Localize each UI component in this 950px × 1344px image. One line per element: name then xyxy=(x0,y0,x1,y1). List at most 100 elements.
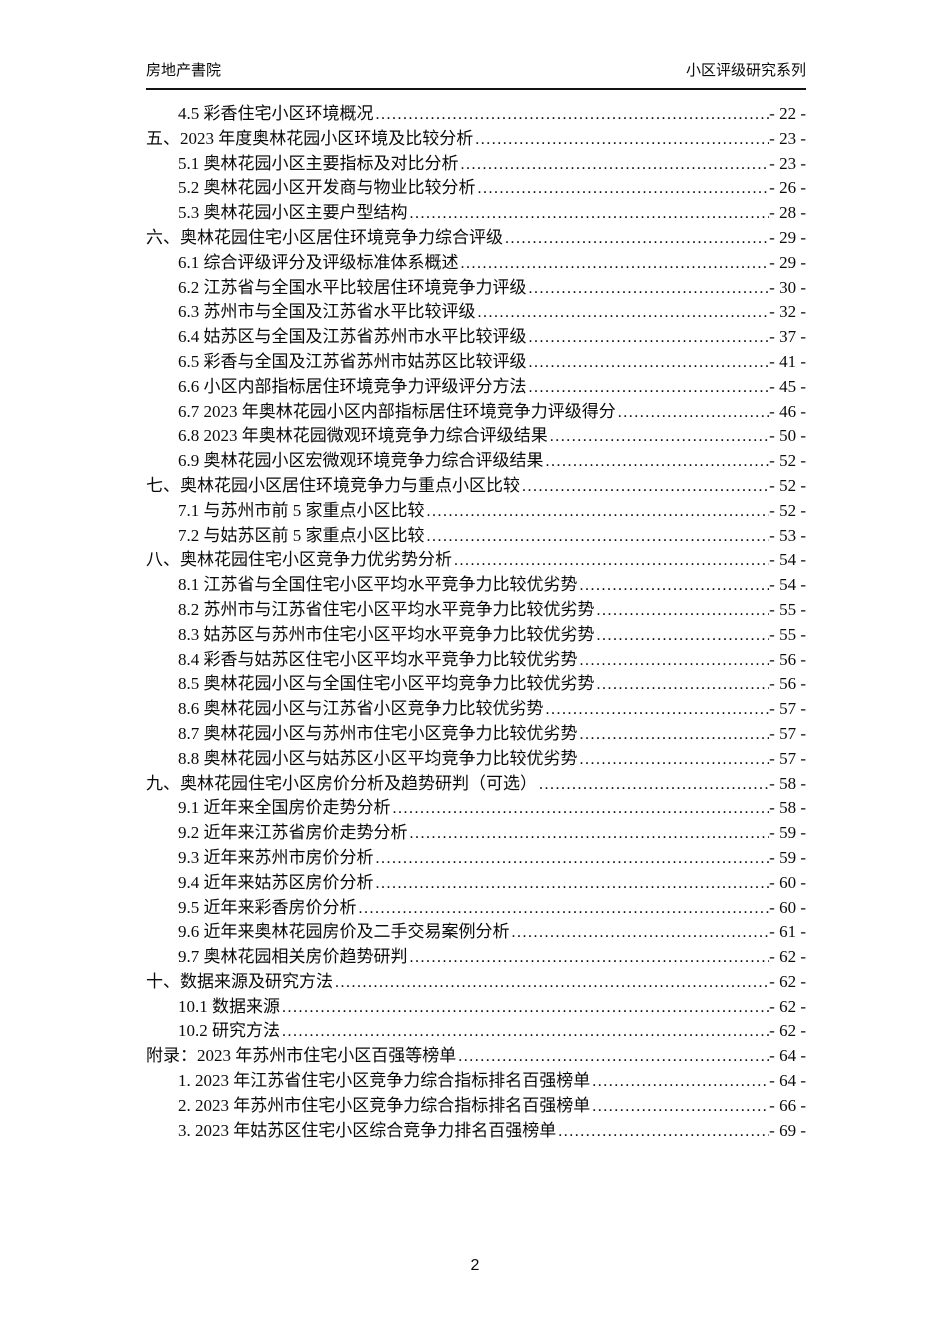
toc-entry: 10.2 研究方法...............................… xyxy=(146,1019,806,1044)
toc-page-number: - 41 - xyxy=(769,351,806,371)
toc-dot-leader: ........................................… xyxy=(558,1122,769,1140)
toc-page-number: - 69 - xyxy=(769,1120,806,1140)
toc-dot-leader: ........................................… xyxy=(375,874,770,892)
toc-entry-label: 5.1 奥林花园小区主要指标及对比分析 xyxy=(178,153,459,173)
toc-dot-leader: ........................................… xyxy=(282,1023,769,1041)
toc-entry-label: 9.5 近年来彩香房价分析 xyxy=(178,897,357,917)
toc-dot-leader: ........................................… xyxy=(477,304,770,322)
toc-entry: 5.1 奥林花园小区主要指标及对比分析.....................… xyxy=(146,152,806,177)
toc-entry-label: 6.1 综合评级评分及评级标准体系概述 xyxy=(178,252,459,272)
toc-page-number: - 30 - xyxy=(769,277,806,297)
toc-page-number: - 66 - xyxy=(769,1095,806,1115)
toc-entry: 10.1 数据来源...............................… xyxy=(146,995,806,1020)
toc-dot-leader: ........................................… xyxy=(426,502,770,520)
toc-dot-leader: ........................................… xyxy=(458,1048,769,1066)
toc-entry: 五、2023 年度奥林花园小区环境及比较分析..................… xyxy=(146,127,806,152)
toc-dot-leader: ........................................… xyxy=(596,626,770,644)
toc-entry-label: 6.9 奥林花园小区宏微观环境竞争力综合评级结果 xyxy=(178,451,544,471)
toc-entry: 九、奥林花园住宅小区房价分析及趋势研判（可选）.................… xyxy=(146,772,806,797)
toc-entry-label: 6.4 姑苏区与全国及江苏省苏州市水平比较评级 xyxy=(178,327,527,347)
toc-entry-label: 10.1 数据来源 xyxy=(178,996,280,1016)
toc-entry-label: 六、奥林花园住宅小区居住环境竞争力综合评级 xyxy=(146,227,503,247)
toc-entry-label: 八、奥林花园住宅小区竞争力优劣势分析 xyxy=(146,550,452,570)
toc-entry: 6.5 彩香与全国及江苏省苏州市姑苏区比较评级.................… xyxy=(146,350,806,375)
toc-page-number: - 59 - xyxy=(769,847,806,867)
toc-entry: 6.9 奥林花园小区宏微观环境竞争力综合评级结果................… xyxy=(146,449,806,474)
toc-entry: 6.8 2023 年奥林花园微观环境竞争力综合评级结果.............… xyxy=(146,424,806,449)
toc-entry-label: 9.2 近年来江苏省房价走势分析 xyxy=(178,823,408,843)
toc-dot-leader: ........................................… xyxy=(335,973,770,991)
toc-page-number: - 62 - xyxy=(769,1021,806,1041)
toc-entry: 6.6 小区内部指标居住环境竞争力评级评分方法.................… xyxy=(146,375,806,400)
toc-entry-label: 5.2 奥林花园小区开发商与物业比较分析 xyxy=(178,178,476,198)
toc-dot-leader: ........................................… xyxy=(592,1073,769,1091)
toc-entry-label: 2. 2023 年苏州市住宅小区竞争力综合指标排名百强榜单 xyxy=(178,1095,591,1115)
toc-dot-leader: ........................................… xyxy=(579,725,770,743)
toc-entry-label: 8.2 苏州市与江苏省住宅小区平均水平竞争力比较优劣势 xyxy=(178,599,595,619)
toc-entry: 9.4 近年来姑苏区房价分析..........................… xyxy=(146,871,806,896)
toc-page-number: - 29 - xyxy=(769,252,806,272)
toc-page-number: - 28 - xyxy=(769,203,806,223)
toc-page-number: - 22 - xyxy=(769,104,806,123)
toc-entry-label: 9.4 近年来姑苏区房价分析 xyxy=(178,872,374,892)
toc-entry: 6.4 姑苏区与全国及江苏省苏州市水平比较评级.................… xyxy=(146,325,806,350)
toc-page-number: - 57 - xyxy=(769,723,806,743)
toc-entry-label: 7.1 与苏州市前 5 家重点小区比较 xyxy=(178,500,425,520)
toc-entry-label: 9.3 近年来苏州市房价分析 xyxy=(178,847,374,867)
toc-dot-leader: ........................................… xyxy=(392,800,770,818)
toc-dot-leader: ........................................… xyxy=(409,205,770,223)
toc-page-number: - 62 - xyxy=(769,971,806,991)
toc-entry: 8.8 奥林花园小区与姑苏区小区平均竞争力比较优劣势..............… xyxy=(146,747,806,772)
toc-entry: 9.3 近年来苏州市房价分析..........................… xyxy=(146,846,806,871)
toc-page-number: - 57 - xyxy=(769,699,806,719)
toc-dot-leader: ........................................… xyxy=(596,601,770,619)
toc-entry-label: 6.7 2023 年奥林花园小区内部指标居住环境竞争力评级得分 xyxy=(178,401,616,421)
toc-entry-label: 8.4 彩香与姑苏区住宅小区平均水平竞争力比较优劣势 xyxy=(178,649,578,669)
toc-page-number: - 56 - xyxy=(769,674,806,694)
header-left-title: 房地产書院 xyxy=(146,62,222,79)
toc-dot-leader: ........................................… xyxy=(409,949,770,967)
toc-page-number: - 58 - xyxy=(769,798,806,818)
toc-entry-label: 九、奥林花园住宅小区房价分析及趋势研判（可选） xyxy=(146,773,537,793)
toc-dot-leader: ........................................… xyxy=(358,899,770,917)
toc-dot-leader: ........................................… xyxy=(475,130,769,148)
toc-page-number: - 54 - xyxy=(769,575,806,595)
toc-page-number: - 62 - xyxy=(769,947,806,967)
toc-dot-leader: ........................................… xyxy=(539,775,769,793)
toc-page-number: - 62 - xyxy=(769,996,806,1016)
toc-dot-leader: ........................................… xyxy=(617,403,769,421)
toc-dot-leader: ........................................… xyxy=(477,180,770,198)
toc-entry: 6.2 江苏省与全国水平比较居住环境竞争力评级.................… xyxy=(146,276,806,301)
toc-entry: 6.7 2023 年奥林花园小区内部指标居住环境竞争力评级得分.........… xyxy=(146,400,806,425)
toc-page-number: - 64 - xyxy=(769,1071,806,1091)
toc-dot-leader: ........................................… xyxy=(511,924,770,942)
toc-entry-label: 1. 2023 年江苏省住宅小区竞争力综合指标排名百强榜单 xyxy=(178,1071,591,1091)
toc-page-number: - 52 - xyxy=(769,500,806,520)
toc-entry-label: 5.3 奥林花园小区主要户型结构 xyxy=(178,203,408,223)
toc-page-number: - 23 - xyxy=(769,153,806,173)
toc-entry: 4.5 彩香住宅小区环境概况..........................… xyxy=(146,102,806,127)
toc-entry-label: 9.7 奥林花园相关房价趋势研判 xyxy=(178,947,408,967)
toc-dot-leader: ........................................… xyxy=(409,825,770,843)
toc-entry-label: 9.6 近年来奥林花园房价及二手交易案例分析 xyxy=(178,922,510,942)
toc-entry: 9.1 近年来全国房价走势分析.........................… xyxy=(146,796,806,821)
toc-entry-label: 6.6 小区内部指标居住环境竞争力评级评分方法 xyxy=(178,376,527,396)
toc-entry-label: 6.3 苏州市与全国及江苏省水平比较评级 xyxy=(178,302,476,322)
toc-page-number: - 52 - xyxy=(769,475,806,495)
toc-entry-label: 8.5 奥林花园小区与全国住宅小区平均竞争力比较优劣势 xyxy=(178,674,595,694)
toc-dot-leader: ........................................… xyxy=(528,353,770,371)
toc-entry-label: 五、2023 年度奥林花园小区环境及比较分析 xyxy=(146,128,474,148)
toc-dot-leader: ........................................… xyxy=(460,155,770,173)
toc-entry-label: 8.1 江苏省与全国住宅小区平均水平竞争力比较优劣势 xyxy=(178,575,578,595)
toc-entry-label: 附录：2023 年苏州市住宅小区百强等榜单 xyxy=(146,1046,457,1066)
toc-entry-label: 8.3 姑苏区与苏州市住宅小区平均水平竞争力比较优劣势 xyxy=(178,624,595,644)
toc-entry: 1. 2023 年江苏省住宅小区竞争力综合指标排名百强榜单...........… xyxy=(146,1069,806,1094)
toc-entry: 6.1 综合评级评分及评级标准体系概述.....................… xyxy=(146,251,806,276)
toc-dot-leader: ........................................… xyxy=(579,577,770,595)
page-number: 2 xyxy=(470,1257,480,1274)
toc-entry-label: 8.8 奥林花园小区与姑苏区小区平均竞争力比较优劣势 xyxy=(178,748,578,768)
page-number-footer: 2 xyxy=(0,1257,950,1275)
toc-entry: 9.7 奥林花园相关房价趋势研判........................… xyxy=(146,945,806,970)
page-header: 房地产書院 小区评级研究系列 xyxy=(146,62,806,90)
